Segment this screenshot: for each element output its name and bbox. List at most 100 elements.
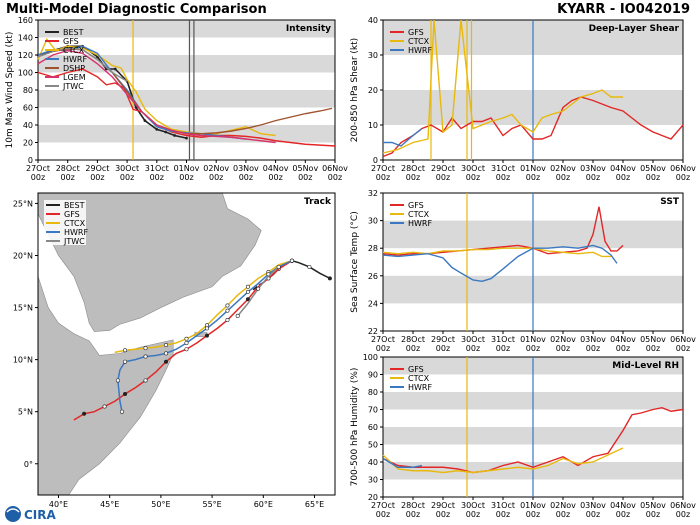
track-point [119,409,124,414]
page-title: Multi-Model Diagnostic Comparison [6,2,267,17]
track-point [115,378,120,383]
y-tick-label: 10 [368,121,378,130]
legend-label: GFS [408,201,424,210]
x-tick-label: 00z [298,173,312,182]
track-point [204,326,209,331]
best-point [143,119,147,123]
x-tick-label: 01Nov [174,164,200,173]
track-point [245,284,250,289]
x-tick-label: 28Oct [56,164,80,173]
y-axis-label: 10m Max Wind Speed (kt) [5,32,15,149]
x-tick-label: 00z [586,173,600,182]
x-tick-label: 04Nov [610,501,636,510]
x-tick-label: 00z [526,173,540,182]
panel-title: Track [304,197,332,207]
track-point [256,286,261,291]
x-tick-label: 31Oct [491,164,515,173]
panel-title: Mid-Level RH [612,361,679,371]
storm-title: KYARR - IO042019 [557,2,690,17]
x-tick-label: 00z [406,173,420,182]
x-tick-label: 00z [556,344,570,353]
legend-label: BEST [63,28,84,37]
y-tick-label: 30 [368,217,378,226]
y-tick-label: 40 [23,121,33,130]
legend-label: HWRF [408,383,432,392]
y-tick-label: 60 [368,423,378,432]
x-tick-label: 30Oct [461,335,485,344]
x-tick-label: 27Oct [371,164,395,173]
x-tick-label: 00z [436,173,450,182]
x-tick-label: 00z [209,173,223,182]
legend-bg [44,209,86,218]
y-tick-label: 100 [18,69,33,78]
legend-label: GFS [408,28,424,37]
y-tick-label: 22 [368,327,378,336]
legend-bg [44,236,86,245]
x-tick-label: 00z [526,510,540,519]
legend-label: HWRF [408,46,432,55]
legend-label: GFS [408,365,424,374]
track-point [123,348,128,353]
legend-label: HWRF [408,219,432,228]
x-tick-label: 05Nov [640,501,666,510]
x-tick-label: 03Nov [580,164,606,173]
legend-label: DSHP [63,64,85,73]
legend-label: JTWC [63,237,85,246]
x-tick-label: 00z [31,173,45,182]
x-tick-label: 00z [120,173,134,182]
series-gfs [382,96,684,158]
y-tick-label: 20 [23,139,33,148]
track-point [327,276,332,281]
x-tick-label: 55°E [202,500,221,509]
landmass-africa [37,276,174,496]
y-tick-label: 0° [24,460,33,469]
x-tick-label: 04Nov [610,335,636,344]
legend-label: GFS [64,210,80,219]
track-point [164,351,169,356]
x-tick-label: 00z [376,344,390,353]
series-gfs [37,68,336,147]
band [38,55,335,73]
track-gfs [73,260,293,421]
track-point [143,346,148,351]
x-tick-label: 03Nov [580,501,606,510]
track-point [184,347,189,352]
series-hwrf [382,457,423,468]
x-tick-label: 00z [466,173,480,182]
y-tick-label: 5°N [18,408,33,417]
y-tick-label: 30 [368,476,378,485]
y-tick-label: 100 [363,353,378,362]
x-tick-label: 00z [556,510,570,519]
x-tick-label: 00z [616,173,630,182]
legend-bg [44,218,86,227]
x-tick-label: 00z [616,344,630,353]
series-gfs [382,407,684,474]
x-tick-label: 00z [646,510,660,519]
x-tick-label: 06Nov [670,335,696,344]
panel-title: Intensity [286,24,331,34]
y-tick-label: 26 [368,272,378,281]
x-tick-label: 03Nov [580,335,606,344]
x-tick-label: 00z [90,173,104,182]
track-point [184,340,189,345]
track-point [225,318,230,323]
x-tick-label: 00z [496,510,510,519]
x-tick-label: 01Nov [520,164,546,173]
x-tick-label: 02Nov [550,501,576,510]
x-tick-label: 31Oct [491,501,515,510]
panel-deep-layer-shear: 01020304027Oct00z28Oct00z29Oct00z30Oct00… [350,16,696,182]
x-tick-label: 06Nov [670,501,696,510]
track-point [102,404,107,409]
landmass-arabia [37,192,262,332]
y-tick-label: 70 [368,406,378,415]
y-tick-label: 28 [368,244,378,253]
best-point [113,67,117,71]
legend-label: CTCX [64,219,86,228]
y-tick-label: 80 [23,86,33,95]
x-tick-label: 00z [496,344,510,353]
plot-frame [37,192,336,496]
x-tick-label: 04Nov [263,164,289,173]
panel-intensity: 02040608010012014016027Oct00z28Oct00z29O… [5,16,348,182]
best-point [173,134,177,137]
x-tick-label: 05Nov [292,164,318,173]
